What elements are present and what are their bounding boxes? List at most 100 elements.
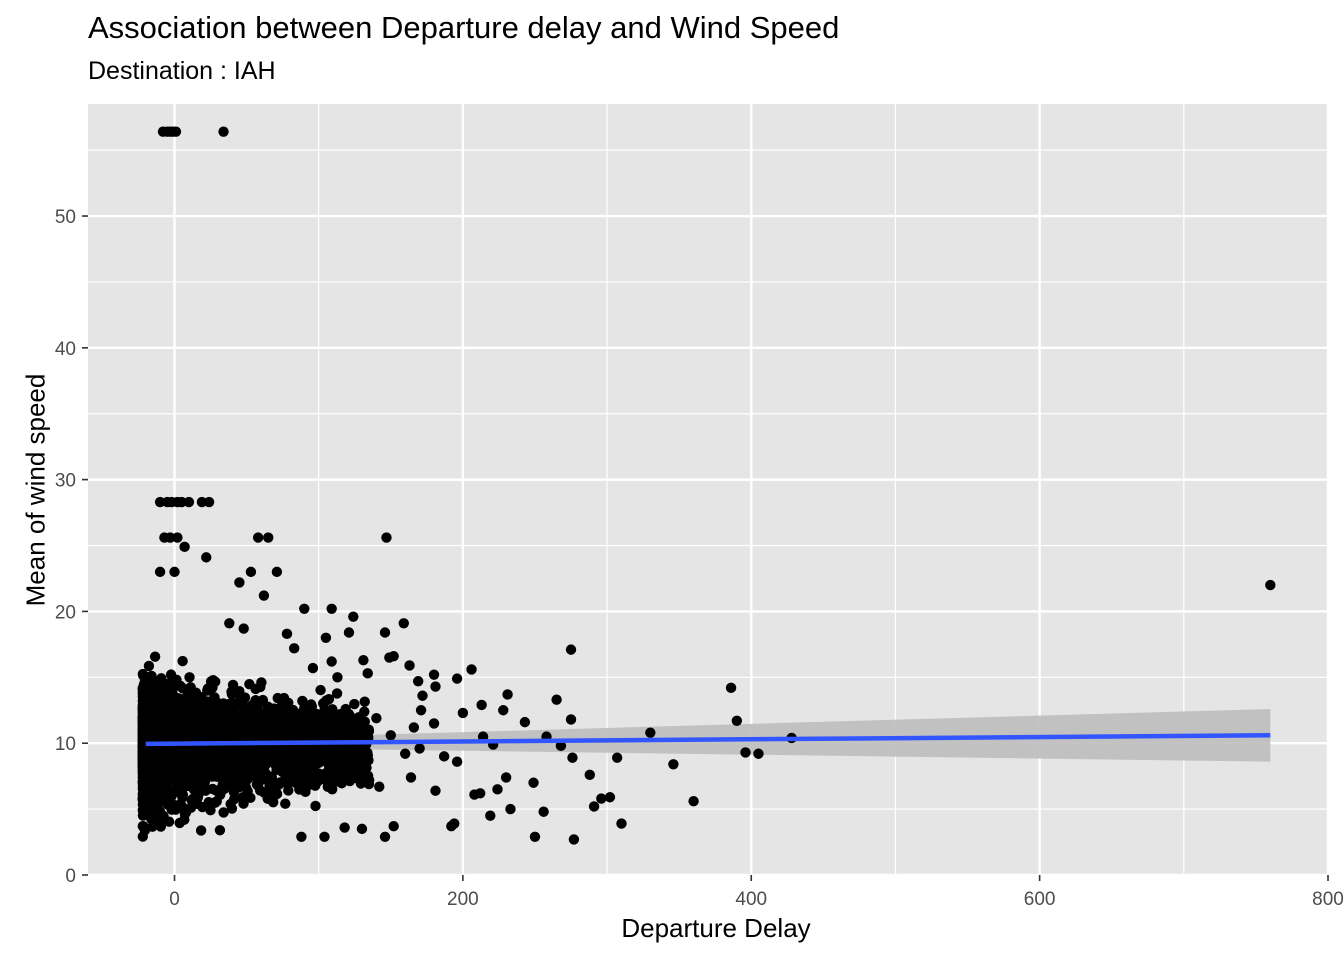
data-point (238, 623, 249, 634)
data-point (492, 784, 503, 795)
data-point (166, 725, 177, 736)
data-point (278, 696, 289, 707)
data-point (214, 825, 226, 836)
data-point (234, 577, 245, 588)
data-point (313, 757, 325, 768)
data-point (353, 754, 364, 765)
data-point (476, 699, 487, 711)
data-point (485, 810, 496, 821)
data-point (140, 765, 151, 776)
data-point (385, 730, 396, 741)
data-point (326, 603, 337, 614)
data-point (281, 628, 293, 640)
data-point (139, 809, 151, 820)
data-point (271, 764, 282, 776)
data-point (195, 825, 207, 836)
data-point (264, 788, 276, 799)
data-point (331, 688, 343, 699)
data-point (258, 590, 270, 601)
data-point (371, 712, 382, 724)
data-point (252, 716, 264, 728)
data-point (753, 748, 764, 759)
data-point (223, 779, 234, 791)
data-point (154, 773, 165, 784)
data-point (176, 496, 187, 508)
data-point (288, 643, 300, 654)
data-point (245, 566, 257, 578)
data-point (358, 654, 369, 666)
y-tick-label: 40 (55, 339, 76, 360)
data-point (280, 798, 291, 809)
data-point (319, 831, 330, 842)
data-point (267, 775, 279, 787)
data-point (210, 797, 221, 808)
data-point (226, 803, 238, 814)
data-point (164, 532, 176, 543)
data-point (316, 748, 327, 759)
data-point (361, 728, 372, 739)
data-point (174, 817, 185, 829)
data-point (616, 818, 627, 829)
data-point (208, 743, 220, 754)
data-point (415, 705, 427, 716)
data-point (216, 751, 228, 763)
data-point (192, 763, 203, 775)
data-point (417, 690, 428, 701)
data-point (326, 656, 337, 667)
data-point (474, 788, 486, 799)
data-point (241, 767, 252, 778)
data-point (555, 740, 567, 752)
data-point (179, 541, 190, 553)
data-point (379, 831, 391, 842)
data-point (408, 722, 420, 733)
data-point (145, 671, 157, 682)
data-point (428, 718, 440, 729)
data-point (232, 710, 244, 722)
data-point (412, 676, 424, 687)
data-point (725, 682, 737, 694)
data-point (200, 771, 211, 783)
data-point (237, 792, 248, 803)
x-tick-label: 400 (735, 889, 767, 910)
y-axis-label: Mean of wind speed (20, 373, 51, 607)
data-point (176, 707, 187, 718)
data-point (201, 552, 212, 563)
data-point (498, 705, 509, 716)
data-point (169, 566, 180, 578)
data-point (149, 651, 161, 662)
y-tick-label: 10 (55, 734, 76, 755)
data-point (203, 496, 215, 508)
data-point (207, 783, 218, 795)
data-point (156, 673, 167, 684)
y-tick-label: 0 (65, 866, 76, 887)
data-point (356, 823, 368, 835)
data-point (177, 655, 188, 667)
data-point (155, 748, 166, 760)
data-point (374, 781, 385, 792)
data-point (430, 785, 441, 796)
data-point (152, 687, 164, 698)
chart-title: Association between Departure delay and … (88, 10, 840, 45)
data-point (428, 669, 440, 680)
data-point (197, 801, 208, 813)
data-point (505, 803, 516, 815)
data-point (731, 715, 743, 726)
chart-subtitle: Destination : IAH (88, 57, 276, 85)
data-point (414, 743, 425, 754)
data-point (354, 714, 365, 726)
data-point (216, 702, 227, 714)
data-point (283, 785, 294, 796)
data-point (379, 627, 391, 638)
data-point (153, 720, 164, 732)
data-point (430, 681, 441, 692)
data-point (604, 792, 616, 803)
x-tick-label: 0 (169, 889, 180, 910)
confidence-band (145, 708, 1271, 762)
data-point (155, 808, 166, 819)
data-point (740, 747, 751, 758)
data-point (166, 745, 177, 757)
data-point (175, 798, 186, 810)
data-point (271, 719, 283, 730)
data-point (143, 660, 155, 672)
data-point (179, 808, 191, 820)
